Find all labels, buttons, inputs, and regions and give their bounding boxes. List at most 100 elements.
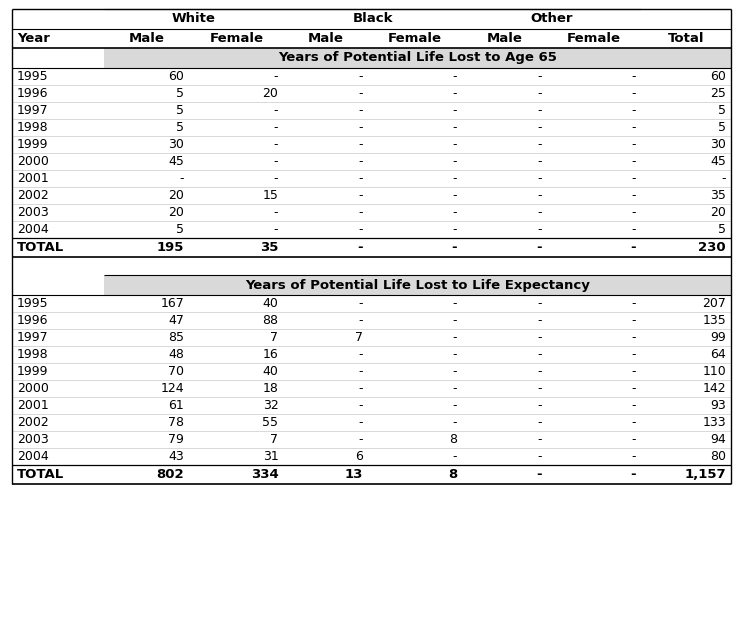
Text: -: - <box>359 121 363 134</box>
Text: -: - <box>359 348 363 361</box>
Text: -: - <box>452 331 457 344</box>
Text: -: - <box>274 223 279 236</box>
Text: -: - <box>274 155 279 168</box>
Text: -: - <box>631 241 636 254</box>
Text: 45: 45 <box>710 155 726 168</box>
Text: -: - <box>359 172 363 185</box>
Text: Male: Male <box>308 32 344 45</box>
Text: -: - <box>631 468 636 481</box>
Text: -: - <box>537 121 542 134</box>
Text: 40: 40 <box>262 365 279 378</box>
Text: -: - <box>452 416 457 429</box>
Text: 40: 40 <box>262 297 279 310</box>
Text: TOTAL: TOTAL <box>17 241 64 254</box>
Bar <box>105 48 731 68</box>
Text: -: - <box>632 416 636 429</box>
Text: -: - <box>632 87 636 100</box>
Text: 2004: 2004 <box>17 223 49 236</box>
Text: -: - <box>632 206 636 219</box>
Text: 1995: 1995 <box>17 297 48 310</box>
Text: -: - <box>537 155 542 168</box>
Text: -: - <box>452 365 457 378</box>
Text: -: - <box>537 223 542 236</box>
Text: 2002: 2002 <box>17 416 49 429</box>
Text: -: - <box>452 450 457 463</box>
Text: -: - <box>632 331 636 344</box>
Text: 5: 5 <box>718 121 726 134</box>
Text: -: - <box>452 121 457 134</box>
Text: 2004: 2004 <box>17 450 49 463</box>
Text: 85: 85 <box>168 331 184 344</box>
Text: 47: 47 <box>169 314 184 327</box>
Text: TOTAL: TOTAL <box>17 468 64 481</box>
Text: -: - <box>274 172 279 185</box>
Text: -: - <box>359 223 363 236</box>
Text: -: - <box>536 468 542 481</box>
Text: Female: Female <box>567 32 621 45</box>
Text: 8: 8 <box>448 468 457 481</box>
Text: 30: 30 <box>169 138 184 151</box>
Text: 230: 230 <box>698 241 726 254</box>
Text: -: - <box>537 87 542 100</box>
Text: -: - <box>537 138 542 151</box>
Text: 2001: 2001 <box>17 172 49 185</box>
Text: 20: 20 <box>169 189 184 202</box>
Text: -: - <box>359 314 363 327</box>
Text: -: - <box>537 416 542 429</box>
Text: -: - <box>452 314 457 327</box>
Text: -: - <box>537 172 542 185</box>
Text: -: - <box>632 104 636 117</box>
Text: 1995: 1995 <box>17 70 48 83</box>
Text: 1,157: 1,157 <box>684 468 726 481</box>
Text: 5: 5 <box>176 87 184 100</box>
Text: 25: 25 <box>710 87 726 100</box>
Text: 32: 32 <box>262 399 279 412</box>
Text: -: - <box>632 70 636 83</box>
Text: Year: Year <box>17 32 50 45</box>
Text: 2003: 2003 <box>17 433 49 446</box>
Text: -: - <box>359 416 363 429</box>
Text: -: - <box>452 223 457 236</box>
Text: -: - <box>452 138 457 151</box>
Text: 2002: 2002 <box>17 189 49 202</box>
Text: 133: 133 <box>702 416 726 429</box>
Text: -: - <box>359 87 363 100</box>
Text: 142: 142 <box>702 382 726 395</box>
Text: 20: 20 <box>262 87 279 100</box>
Text: 2001: 2001 <box>17 399 49 412</box>
Text: 35: 35 <box>710 189 726 202</box>
Text: 8: 8 <box>450 433 457 446</box>
Text: -: - <box>359 297 363 310</box>
Text: -: - <box>359 155 363 168</box>
Text: Years of Potential Life Lost to Age 65: Years of Potential Life Lost to Age 65 <box>279 51 557 65</box>
Text: -: - <box>537 331 542 344</box>
Text: 35: 35 <box>260 241 279 254</box>
Text: -: - <box>452 206 457 219</box>
Text: -: - <box>632 365 636 378</box>
Text: 13: 13 <box>345 468 363 481</box>
Text: -: - <box>359 70 363 83</box>
Text: -: - <box>452 87 457 100</box>
Text: -: - <box>632 189 636 202</box>
Text: Male: Male <box>487 32 522 45</box>
Text: 5: 5 <box>718 104 726 117</box>
Text: 135: 135 <box>702 314 726 327</box>
Text: -: - <box>537 450 542 463</box>
Text: 70: 70 <box>168 365 184 378</box>
Text: -: - <box>359 365 363 378</box>
Text: -: - <box>537 433 542 446</box>
Text: Male: Male <box>129 32 165 45</box>
Text: -: - <box>632 138 636 151</box>
Text: -: - <box>632 223 636 236</box>
Text: -: - <box>537 104 542 117</box>
Text: 2003: 2003 <box>17 206 49 219</box>
Text: 45: 45 <box>169 155 184 168</box>
Text: Female: Female <box>210 32 263 45</box>
Text: -: - <box>632 172 636 185</box>
Text: -: - <box>632 155 636 168</box>
Text: -: - <box>452 70 457 83</box>
Text: -: - <box>721 172 726 185</box>
Text: 7: 7 <box>355 331 363 344</box>
Text: 88: 88 <box>262 314 279 327</box>
Text: -: - <box>452 348 457 361</box>
